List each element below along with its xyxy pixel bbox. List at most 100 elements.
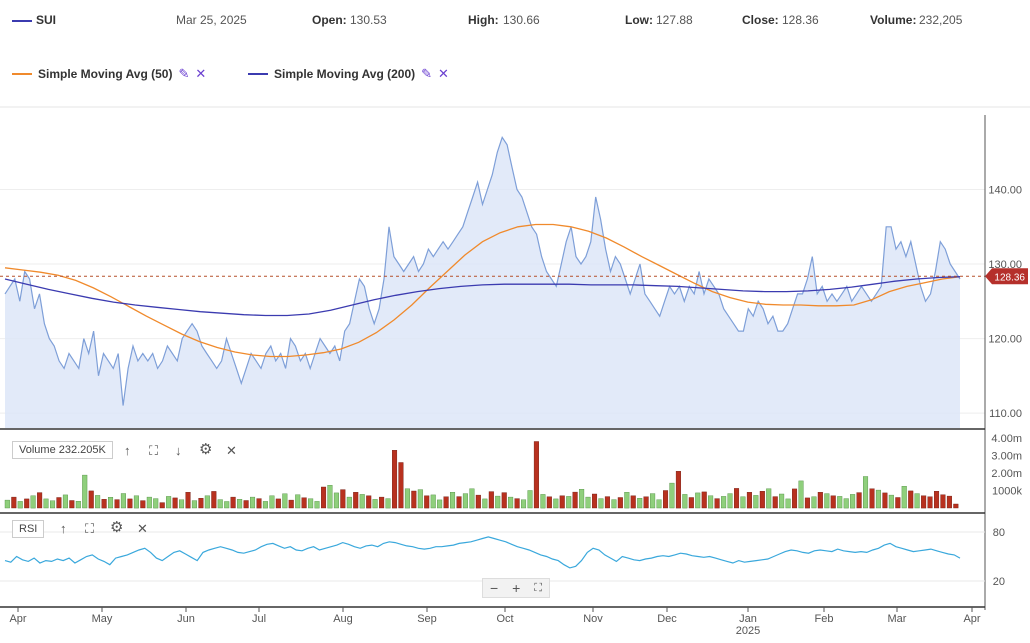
symbol-label: SUI <box>12 13 56 27</box>
volume-bar <box>540 494 546 509</box>
volume-bar <box>75 501 81 509</box>
sma50-swatch <box>12 73 32 75</box>
rsi-tick-label: 80 <box>993 527 1005 539</box>
volume-bar <box>37 492 43 509</box>
volume-bar <box>611 499 617 509</box>
arrow-up-icon[interactable]: ↑ <box>60 521 67 536</box>
volume-bar <box>688 497 694 509</box>
volume-bar <box>30 495 36 509</box>
close-icon[interactable]: ✕ <box>226 443 237 458</box>
volume-bar <box>24 498 30 509</box>
volume-bar <box>734 488 740 509</box>
volume-bar <box>675 471 681 509</box>
volume-bar <box>372 499 378 509</box>
volume-bar <box>17 501 23 509</box>
volume-bar <box>714 498 720 509</box>
volume-bar <box>792 488 798 509</box>
volume-bar <box>256 498 262 509</box>
close-icon[interactable]: ✕ <box>438 66 449 81</box>
volume-bar <box>120 493 126 509</box>
volume-bar <box>533 441 539 509</box>
volume-bar <box>630 495 636 509</box>
volume-bar <box>779 493 785 509</box>
volume-bar <box>321 486 327 509</box>
volume-bar <box>850 494 856 509</box>
volume-bar <box>133 495 139 509</box>
volume-bars <box>4 441 959 509</box>
volume-bar <box>875 489 881 509</box>
volume-bar <box>521 499 527 509</box>
low-label: Low: <box>625 13 653 27</box>
sma50-line <box>4 223 961 358</box>
volume-bar <box>495 495 501 509</box>
zoom-out-button[interactable]: − <box>489 580 499 596</box>
pencil-icon[interactable]: ✎ <box>178 66 190 81</box>
volume-bar <box>417 489 423 509</box>
volume-bar <box>327 485 333 509</box>
time-tick-label: May <box>92 613 113 625</box>
volume-bar <box>953 503 959 509</box>
volume-bar <box>211 491 217 509</box>
volume-bar <box>308 498 314 509</box>
volume-bar <box>288 499 294 509</box>
volume-bar <box>140 500 146 509</box>
ohlc-header: SUI Mar 25, 2025 Open: 130.53 High: 130.… <box>0 0 1030 40</box>
volume-bar <box>592 493 598 509</box>
volume-bar <box>443 496 449 509</box>
volume-bar <box>353 492 359 509</box>
volume-bar <box>398 462 404 509</box>
maximize-icon[interactable]: ⛶ <box>149 443 159 458</box>
volume-value: 232,205 <box>919 13 963 27</box>
volume-bar <box>727 493 733 509</box>
zoom-in-button[interactable]: + <box>512 580 521 596</box>
price-tick-label: 130.00 <box>988 259 1022 271</box>
volume-bar <box>482 498 488 509</box>
volume-bar <box>249 496 256 509</box>
arrow-up-icon[interactable]: ↑ <box>124 443 131 458</box>
gear-icon[interactable]: ⚙ <box>110 519 124 536</box>
volume-bar <box>824 493 830 509</box>
last-price-tag-text: 128.36 <box>994 272 1025 283</box>
time-axis: Apr May Jun Jul Aug Sep Oct Nov Dec Jan Feb Mar Apr <box>9 607 981 625</box>
volume-bar <box>359 494 365 509</box>
volume-bar <box>772 496 778 509</box>
sma200-line <box>4 276 961 317</box>
volume-bar <box>908 490 914 509</box>
volume-bar <box>669 482 675 509</box>
gear-icon[interactable]: ⚙ <box>199 441 213 458</box>
date-value: Mar 25, 2025 <box>176 13 247 27</box>
maximize-icon[interactable]: ⛶ <box>85 521 95 536</box>
indicator-sma200[interactable]: Simple Moving Avg (200) ✎ ✕ <box>248 64 449 84</box>
volume-bar <box>643 496 649 509</box>
volume-bar <box>501 492 507 509</box>
volume-bar <box>559 495 565 509</box>
volume-bar <box>740 496 746 509</box>
volume-bar <box>637 498 643 509</box>
pencil-icon[interactable]: ✎ <box>421 66 433 81</box>
volume-bar <box>527 490 533 509</box>
close-icon[interactable]: ✕ <box>195 66 207 81</box>
volume-bar <box>11 496 17 509</box>
volume-bar <box>572 491 578 509</box>
volume-bar <box>869 488 875 509</box>
volume-bar <box>107 497 114 509</box>
indicator-sma50[interactable]: Simple Moving Avg (50) ✎ ✕ <box>12 64 206 84</box>
volume-bar <box>153 498 159 509</box>
volume-bar <box>934 491 940 509</box>
fit-screen-button[interactable]: ⛶ <box>534 581 542 594</box>
time-tick-label: Sep <box>417 613 437 625</box>
volume-bar <box>230 496 236 509</box>
volume-bar <box>553 498 559 509</box>
close-value: 128.36 <box>782 13 819 27</box>
volume-bar <box>804 497 810 509</box>
arrow-down-icon[interactable]: ↓ <box>175 443 182 458</box>
volume-bar <box>708 495 714 509</box>
volume-bar <box>701 491 707 509</box>
volume-bar <box>656 499 662 509</box>
volume-bar <box>798 480 804 509</box>
volume-bar <box>759 491 765 509</box>
volume-bar <box>379 496 385 509</box>
price-tick-label: 140.00 <box>988 185 1022 197</box>
close-icon[interactable]: ✕ <box>137 521 148 536</box>
